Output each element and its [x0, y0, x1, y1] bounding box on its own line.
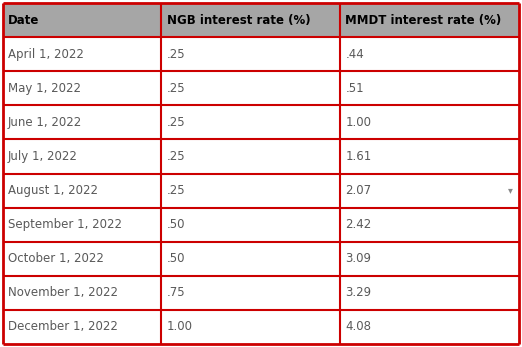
Bar — [3, 276, 519, 310]
Text: .44: .44 — [346, 48, 364, 61]
Text: 4.08: 4.08 — [346, 320, 372, 333]
Bar — [3, 105, 519, 139]
Text: June 1, 2022: June 1, 2022 — [8, 116, 82, 129]
Text: .25: .25 — [167, 184, 185, 197]
Text: .25: .25 — [167, 82, 185, 95]
Text: May 1, 2022: May 1, 2022 — [8, 82, 81, 95]
Text: .51: .51 — [346, 82, 364, 95]
Bar — [3, 310, 519, 344]
Text: 3.29: 3.29 — [346, 286, 372, 299]
Text: August 1, 2022: August 1, 2022 — [8, 184, 98, 197]
Bar — [3, 174, 519, 208]
Text: 2.42: 2.42 — [346, 218, 372, 231]
Text: NGB interest rate (%): NGB interest rate (%) — [167, 14, 310, 27]
Text: December 1, 2022: December 1, 2022 — [8, 320, 117, 333]
Bar — [3, 3, 519, 37]
Text: October 1, 2022: October 1, 2022 — [8, 252, 104, 265]
Text: .25: .25 — [167, 116, 185, 129]
Text: MMDT interest rate (%): MMDT interest rate (%) — [346, 14, 502, 27]
Text: 1.61: 1.61 — [346, 150, 372, 163]
Text: April 1, 2022: April 1, 2022 — [8, 48, 84, 61]
Text: .25: .25 — [167, 48, 185, 61]
Text: .75: .75 — [167, 286, 185, 299]
Text: 2.07: 2.07 — [346, 184, 372, 197]
Text: Date: Date — [8, 14, 39, 27]
Bar — [3, 208, 519, 242]
Text: 1.00: 1.00 — [346, 116, 372, 129]
Bar — [3, 139, 519, 174]
Bar — [3, 37, 519, 71]
Text: .50: .50 — [167, 218, 185, 231]
Text: November 1, 2022: November 1, 2022 — [8, 286, 118, 299]
Bar — [3, 71, 519, 105]
Text: .25: .25 — [167, 150, 185, 163]
Text: ▾: ▾ — [508, 186, 513, 196]
Text: September 1, 2022: September 1, 2022 — [8, 218, 122, 231]
Bar — [3, 242, 519, 276]
Text: 3.09: 3.09 — [346, 252, 372, 265]
Text: 1.00: 1.00 — [167, 320, 193, 333]
Text: July 1, 2022: July 1, 2022 — [8, 150, 78, 163]
Text: .50: .50 — [167, 252, 185, 265]
